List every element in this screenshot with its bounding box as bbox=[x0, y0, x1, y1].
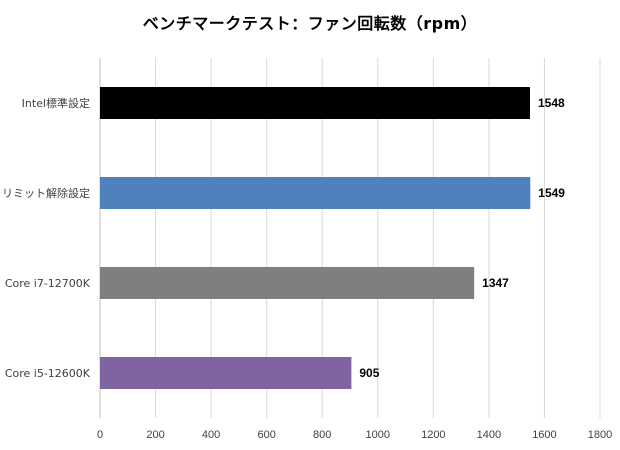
data-label: 905 bbox=[359, 366, 379, 380]
bar bbox=[100, 357, 352, 389]
x-tick-label: 600 bbox=[257, 429, 275, 441]
bar bbox=[100, 177, 531, 209]
category-label: Intel標準設定 bbox=[22, 96, 90, 110]
x-tick-label: 1400 bbox=[477, 429, 501, 441]
chart-title: ベンチマークテスト：ファン回転数（rpm） bbox=[142, 14, 478, 33]
x-tick-label: 1800 bbox=[588, 429, 612, 441]
x-tick-label: 200 bbox=[146, 429, 164, 441]
x-tick-label: 1200 bbox=[421, 429, 445, 441]
bar bbox=[100, 87, 530, 119]
data-label: 1549 bbox=[538, 186, 565, 200]
x-tick-label: 1000 bbox=[366, 429, 390, 441]
x-tick-label: 800 bbox=[313, 429, 331, 441]
x-tick-label: 1600 bbox=[532, 429, 556, 441]
x-tick-label: 0 bbox=[97, 429, 103, 441]
category-label: Core i7-12700K bbox=[5, 277, 91, 290]
bar bbox=[100, 267, 475, 299]
category-label: Core i5-12600K bbox=[5, 367, 91, 380]
data-label: 1347 bbox=[482, 276, 509, 290]
data-label: 1548 bbox=[538, 96, 565, 110]
category-label: リミット解除設定 bbox=[2, 186, 90, 200]
x-tick-label: 400 bbox=[202, 429, 220, 441]
